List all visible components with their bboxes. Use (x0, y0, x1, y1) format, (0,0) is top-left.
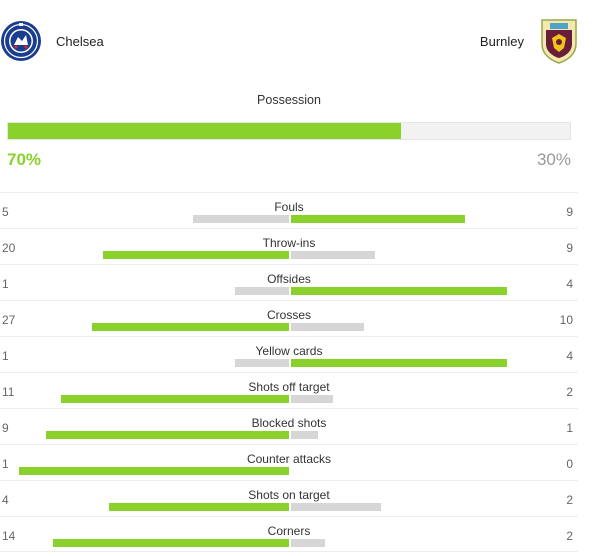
stat-label: Corners (267, 524, 311, 538)
stat-away-value: 10 (559, 313, 573, 327)
stat-home-bar (102, 251, 289, 259)
stat-home-bar (109, 503, 289, 511)
stat-away-bar (291, 395, 333, 403)
stat-row: 1 Offsides 4 (0, 264, 578, 300)
stat-label: Blocked shots (251, 416, 327, 430)
stat-label: Throw-ins (262, 236, 316, 250)
stat-label: Fouls (274, 200, 304, 214)
stat-row: 27 Crosses 10 (0, 300, 578, 336)
stat-home-bar (192, 215, 289, 223)
stat-row: 1 Counter attacks 0 (0, 444, 578, 480)
stat-away-value: 4 (566, 349, 573, 363)
stats-list: 5 Fouls 9 20 Throw-ins 9 1 Offsides 4 27 Crosses 10… (0, 192, 578, 552)
home-team-name: Chelsea (56, 33, 104, 49)
stat-away-bar (291, 323, 364, 331)
possession-home-percent: 70% (7, 150, 42, 169)
stat-home-value: 11 (2, 385, 15, 399)
stat-home-value: 27 (2, 313, 16, 327)
stat-label: Shots off target (248, 380, 330, 394)
possession-fill-home (8, 123, 402, 139)
stat-home-value: 1 (2, 349, 9, 363)
stat-row: 1 Yellow cards 4 (0, 336, 578, 372)
stat-away-value: 4 (566, 277, 573, 291)
stat-home-bar (235, 359, 289, 367)
stat-label: Counter attacks (246, 452, 332, 466)
stat-row: 11 Shots off target 2 (0, 372, 578, 408)
stat-row: 9 Blocked shots 1 (0, 408, 578, 444)
stat-home-bar (52, 539, 289, 547)
stat-row: 5 Fouls 9 (0, 192, 578, 228)
stat-home-bar (60, 395, 289, 403)
stat-away-bar (291, 431, 318, 439)
stat-home-value: 9 (2, 421, 9, 435)
stat-away-bar (291, 287, 507, 295)
stat-away-value: 0 (566, 457, 573, 471)
stat-home-bar (91, 323, 289, 331)
stat-home-value: 4 (2, 493, 9, 507)
stat-label: Crosses (266, 308, 311, 322)
stat-away-value: 9 (566, 205, 573, 219)
stat-away-bar (291, 215, 465, 223)
stat-row: 20 Throw-ins 9 (0, 228, 578, 264)
stat-away-bar (291, 503, 381, 511)
stat-label: Yellow cards (255, 344, 323, 358)
stat-label: Shots on target (248, 488, 330, 502)
stat-away-bar (291, 359, 507, 367)
stat-home-bar (235, 287, 289, 295)
stat-label: Offsides (267, 272, 311, 286)
stat-away-value: 2 (566, 385, 573, 399)
possession-title: Possession (257, 93, 321, 107)
home-team[interactable]: Chelsea (0, 20, 104, 62)
chelsea-crest-icon (1, 21, 41, 61)
stat-home-value: 1 (2, 277, 9, 291)
stat-row: 14 Corners 2 (0, 516, 578, 552)
possession-away-percent: 30% (536, 150, 571, 169)
stat-home-bar (19, 467, 289, 475)
stat-home-value: 1 (2, 457, 9, 471)
stat-away-value: 9 (566, 241, 573, 255)
possession-bar (7, 122, 571, 140)
away-team-name: Burnley (479, 33, 524, 49)
stat-home-value: 14 (2, 529, 16, 543)
stat-away-value: 2 (566, 529, 573, 543)
stat-home-bar (46, 431, 289, 439)
stat-away-bar (291, 539, 325, 547)
burnley-crest-icon (541, 19, 577, 64)
teams-header: Chelsea Burnley (0, 0, 596, 88)
stat-away-value: 1 (566, 421, 573, 435)
stat-row: 4 Shots on target 2 (0, 480, 578, 516)
away-team[interactable]: Burnley (480, 18, 578, 64)
stat-away-bar (291, 251, 375, 259)
stat-home-value: 20 (2, 241, 16, 255)
stat-away-value: 2 (566, 493, 573, 507)
stat-home-value: 5 (2, 205, 9, 219)
